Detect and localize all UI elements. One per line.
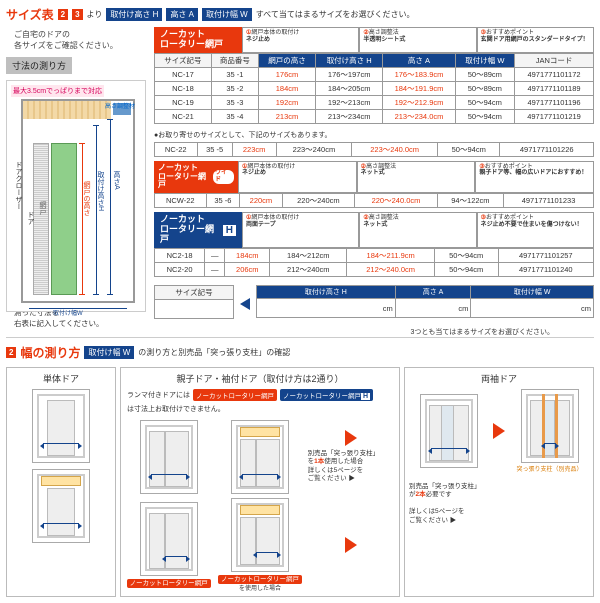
adjust-label: 高さ調整材	[105, 101, 135, 110]
prod1-table2: NC-2235 -5223cm223～240cm223～240.0cm50～94…	[154, 142, 594, 157]
header-mid: より	[87, 9, 103, 20]
single-door-diagram	[32, 389, 90, 463]
screen-label: 網戸	[37, 201, 47, 215]
prod1-note: ●お取り寄せのサイズとして、下記のサイズもあります。	[154, 128, 594, 142]
pink-note: 最大3.5cmでっぱりまで対応	[11, 85, 104, 97]
c2-note-a: 別売品「突っ張り支柱」を1本使用した場合詳しくは5ページを ご覧ください ▶	[308, 450, 395, 484]
step-2: 2	[58, 9, 68, 20]
prod3-table: NC2-18—184cm184～212cm184～211.9cm50～94cm4…	[154, 248, 594, 277]
prod3-name: ノーカット ロータリー網戸H	[154, 212, 242, 248]
ranma-note: ランマ付きドアには ノーカットロータリー網戸 ノーカットロータリー網戸H は寸法…	[127, 389, 395, 414]
measurement-diagram: 最大3.5cmでっぱりまで対応 高さ調整材 ドアクローザー ドア 網戸 取付け高…	[6, 80, 146, 312]
step-3: 3	[72, 9, 82, 20]
pillar-label: 突っ張り支柱（別売品）	[510, 464, 589, 473]
arrow-icon	[240, 298, 250, 310]
c3-note: 別売品「突っ張り支柱」が2本必要です詳しくは5ページを ご覧ください ▶	[409, 483, 589, 525]
prod1-name: ノーカット ロータリー網戸	[154, 27, 242, 53]
sec2-pill: 取付け幅 W	[84, 346, 134, 359]
size-table-title: サイズ表	[6, 6, 54, 23]
sec2-title: 幅の測り方	[20, 344, 80, 361]
col3-title: 両袖ドア	[409, 372, 589, 385]
pill-w: 取付け幅 W	[202, 8, 252, 21]
arrow-right-icon	[345, 430, 357, 446]
closer-label: ドアクローザー	[13, 161, 23, 210]
door-note: ご自宅のドアの 各サイズをご確認ください。	[14, 29, 146, 51]
pill-a: 高さ A	[166, 8, 198, 21]
pill-h: 取付け高さ H	[106, 8, 162, 21]
col1-title: 単体ドア	[11, 372, 111, 385]
sec2-num: 2	[6, 347, 16, 358]
arrow-right-icon	[493, 423, 505, 439]
prod1-table: サイズ記号商品番号網戸の高さ取付け高さ H高さ A取付け幅 WJANコードNC-…	[154, 53, 594, 124]
sh-label: 網戸の高さ	[81, 181, 91, 216]
single-door-ranma-diagram	[32, 469, 90, 543]
measure-heading: 寸法の測り方	[6, 57, 72, 74]
door-label: ドア	[25, 211, 35, 225]
prod2-name: ノーカット ロータリー網戸ワイド	[154, 161, 238, 193]
measure-bottom-note: 3つとも当てはまるサイズをお選びください。	[154, 327, 594, 337]
arrow-right-icon	[345, 537, 357, 553]
hh-label: 取付け高さH	[95, 171, 105, 211]
header-tail: すべて当てはまるサイズをお選びください。	[256, 9, 415, 20]
col2-title: 親子ドア・袖付ドア（取付け方は2通り）	[125, 372, 395, 385]
sec2-tail: の測り方と別売品「突っ張り支柱」の確認	[138, 347, 290, 358]
ha-label: 高さA	[111, 171, 121, 190]
w-label: 取付け幅W	[53, 308, 83, 317]
prod2-table: NCW-2235 -6220cm220～240cm220～240.0cm94～1…	[154, 193, 594, 208]
